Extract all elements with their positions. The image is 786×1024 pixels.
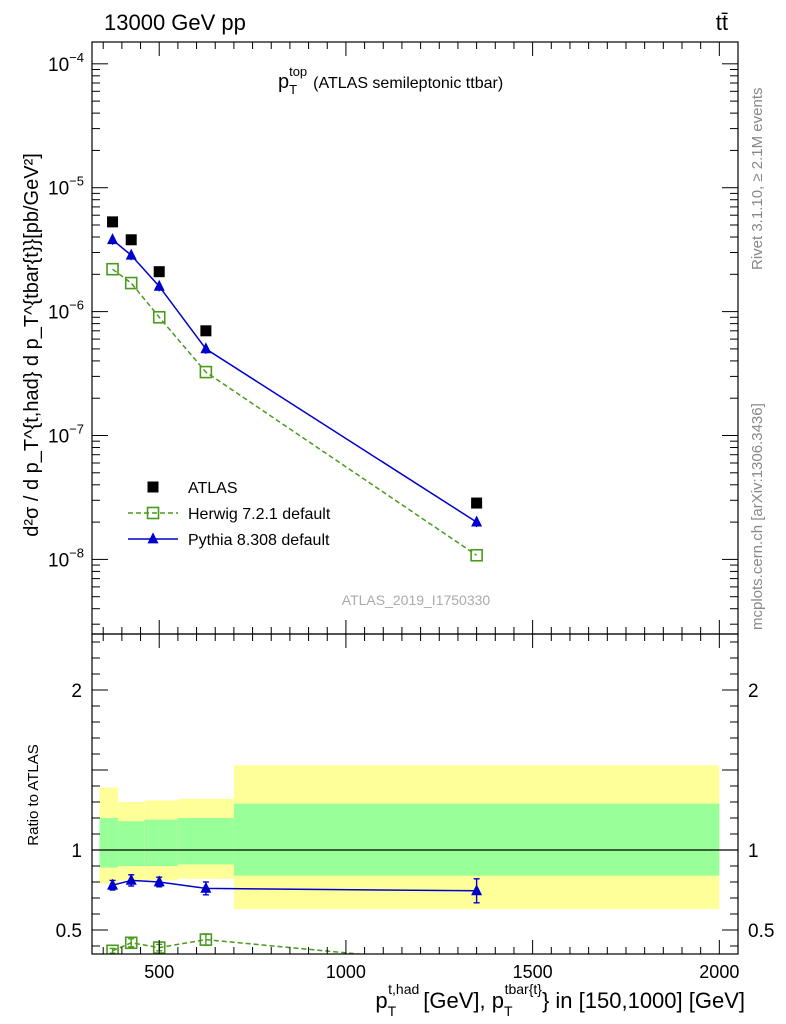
legend-label-2: Pythia 8.308 default [188, 532, 330, 549]
xlabel-p2-sup: tbar{t} [505, 981, 543, 997]
mcplots-label: mcplots.cern.ch [arXiv:1306.3436] [749, 403, 766, 630]
ratio-point [125, 873, 137, 885]
ratio-point [153, 875, 165, 887]
y-tick-label-ratio-left: 2 [71, 681, 82, 702]
band-inner-2 [144, 819, 178, 866]
band-inner-1 [118, 821, 145, 866]
legend: ATLAS Herwig 7.2.1 default Pythia 8.308 de… [128, 480, 331, 549]
y-tick-label-main: 10−5 [48, 174, 84, 200]
main-panel-series [106, 216, 483, 562]
ratio-frame [91, 633, 739, 955]
plot-title-sub: T [289, 82, 297, 97]
header-right-title: tt̄ [716, 10, 728, 35]
y-tick-exponent: −5 [69, 174, 84, 189]
plot-title: pTtop (ATLAS semileptonic ttbar) [278, 64, 503, 97]
band-inner-0 [99, 818, 119, 868]
xlabel-p1: p [375, 988, 387, 1013]
ratio-point [200, 881, 212, 893]
ratio-point [107, 878, 119, 890]
legend-marker-1 [146, 506, 160, 520]
main-point [199, 365, 213, 379]
band-inner-4 [233, 803, 720, 876]
legend-marker-2 [147, 532, 159, 544]
main-point [471, 515, 483, 527]
xlabel-end: } in [150,1000] [GeV] [542, 988, 745, 1013]
y-tick-label-ratio-right: 0.5 [748, 921, 774, 942]
y-tick-exponent: −7 [69, 422, 84, 437]
y-tick-mantissa: 10 [48, 427, 69, 448]
main-point [125, 248, 137, 260]
xlabel-p2-sub: T [504, 1003, 513, 1019]
main-point [124, 276, 138, 290]
y-tick-mantissa: 10 [48, 550, 69, 571]
x-axis-label: pTt,had [GeV], pTtbar{t}} in [150,1000] [… [375, 981, 745, 1019]
main-ylabel: d²σ / d p_T^{t,had} d p_T^{tbar{t}}[pb/G… [21, 153, 43, 537]
main-point [200, 325, 212, 337]
xlabel-mid: [GeV], p [423, 988, 504, 1013]
main-point [107, 216, 119, 228]
band-inner-3 [177, 818, 234, 865]
y-tick-mantissa: 10 [48, 179, 69, 200]
ratio-point [124, 936, 138, 950]
ratio-ylabel: Ratio to ATLAS [25, 744, 42, 845]
main-point [125, 234, 137, 246]
main-point [200, 342, 212, 354]
main-series-line-2 [112, 239, 478, 523]
x-tick-label: 1500 [513, 962, 553, 982]
plot-title-p: p [278, 71, 289, 93]
ratio-panel-series [106, 873, 483, 971]
analysis-watermark: ATLAS_2019_I1750330 [342, 592, 491, 608]
main-series-line-1 [112, 268, 478, 556]
y-tick-label-main: 10−4 [48, 50, 84, 76]
main-point [107, 233, 119, 245]
y-tick-label-main: 10−8 [48, 545, 84, 571]
y-tick-label-ratio-right: 2 [748, 681, 759, 702]
ratio-point [471, 884, 483, 896]
y-tick-mantissa: 10 [48, 303, 69, 324]
y-tick-exponent: −8 [69, 545, 84, 560]
y-tick-mantissa: 10 [48, 55, 69, 76]
ratio-point [199, 933, 213, 946]
plot-title-rest: (ATLAS semileptonic ttbar) [313, 75, 503, 92]
y-tick-label-main: 10−6 [48, 298, 84, 324]
y-tick-exponent: −6 [69, 298, 84, 313]
main-point [471, 497, 483, 509]
main-point [106, 262, 119, 276]
plot-title-sup: top [289, 64, 307, 79]
main-point [470, 548, 483, 562]
y-tick-label-ratio-right: 1 [748, 841, 759, 862]
xlabel-p1-sup: t,had [388, 981, 419, 997]
rivet-label: Rivet 3.1.10, ≥ 2.1M events [749, 88, 766, 271]
header-left-title: 13000 GeV pp [104, 10, 246, 35]
x-tick-label: 500 [144, 962, 174, 982]
xlabel-p1-sub: T [388, 1003, 397, 1019]
ratio-uncertainty-bands [92, 765, 738, 910]
x-tick-label: 2000 [699, 962, 739, 982]
ratio-point [106, 944, 119, 954]
main-point [152, 310, 166, 324]
legend-label-0: ATLAS [188, 480, 238, 497]
y-tick-label-ratio-left: 1 [71, 841, 82, 862]
legend-marker-0 [147, 481, 159, 493]
y-tick-exponent: −4 [69, 50, 84, 65]
ratio-point [471, 960, 482, 971]
y-tick-label-ratio-left: 0.5 [56, 921, 82, 942]
legend-label-1: Herwig 7.2.1 default [188, 506, 331, 523]
main-point [153, 266, 165, 278]
y-tick-label-main: 10−7 [48, 422, 84, 448]
main-point [153, 279, 165, 291]
x-tick-label: 1000 [326, 962, 366, 982]
